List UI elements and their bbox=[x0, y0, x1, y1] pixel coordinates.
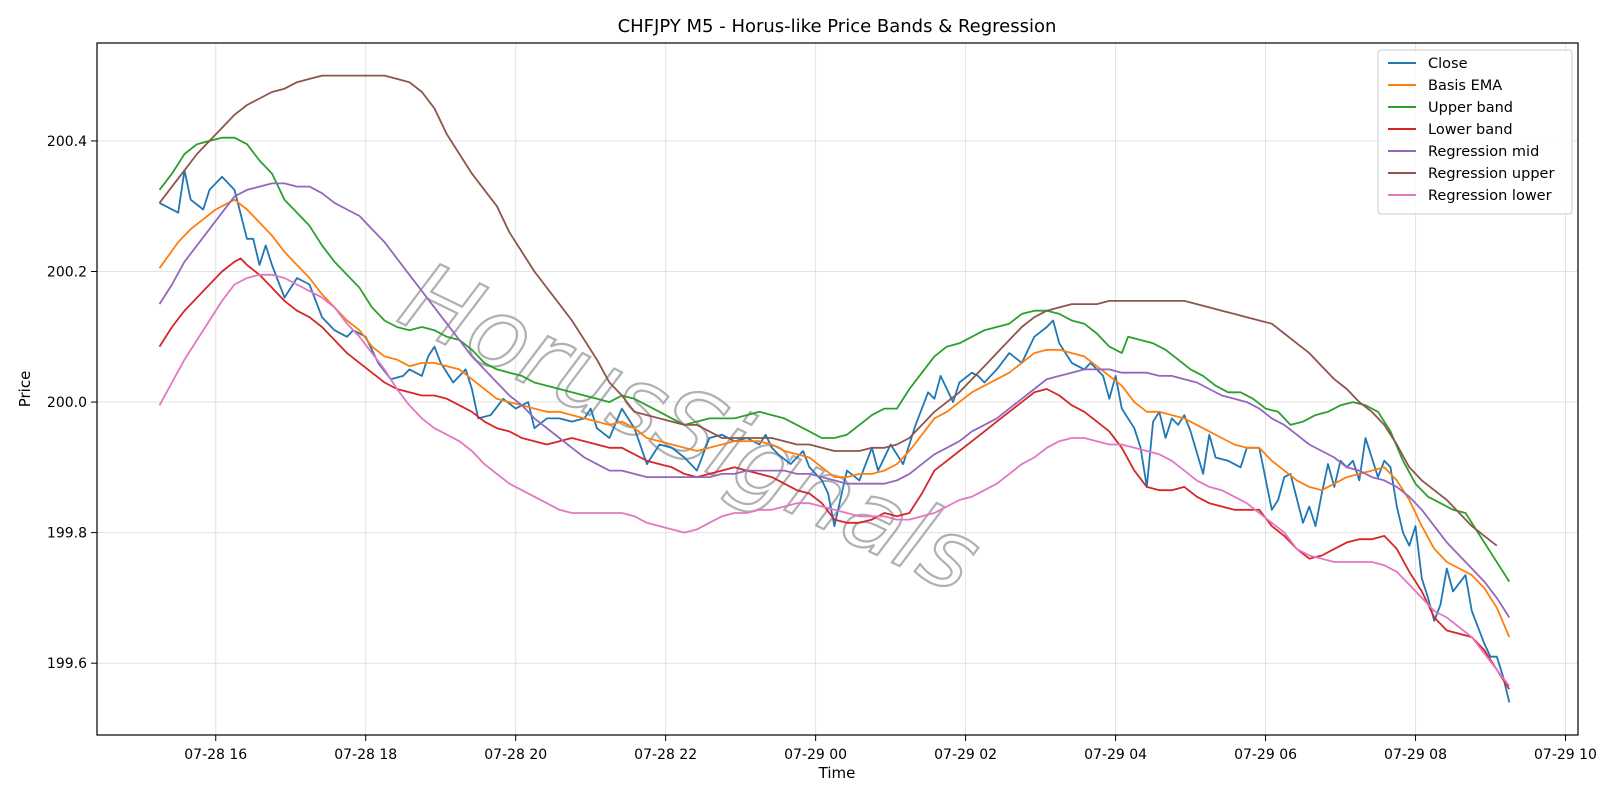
x-tick-label: 07-29 10 bbox=[1534, 747, 1597, 763]
series-lines bbox=[158, 74, 1511, 703]
y-axis-ticks: 199.6 199.8 200.0 200.2 200.4 bbox=[47, 134, 97, 672]
legend-label: Basis EMA bbox=[1428, 78, 1502, 94]
x-tick-label: 07-29 04 bbox=[1084, 747, 1147, 763]
series-line-regression-lower bbox=[158, 273, 1511, 687]
y-tick-label: 199.6 bbox=[47, 656, 87, 672]
y-tick-label: 200.2 bbox=[47, 264, 87, 280]
legend-label: Regression mid bbox=[1428, 144, 1539, 160]
series-line-regression-upper bbox=[158, 74, 1498, 547]
x-tick-label: 07-28 16 bbox=[184, 747, 247, 763]
series-line-upper-band bbox=[158, 136, 1511, 583]
x-axis-ticks: 07-28 16 07-28 18 07-28 20 07-28 22 07-29 00… bbox=[184, 735, 1597, 763]
legend-label: Close bbox=[1428, 56, 1468, 72]
legend-label: Regression lower bbox=[1428, 188, 1552, 204]
x-tick-label: 07-28 20 bbox=[484, 747, 547, 763]
legend-label: Upper band bbox=[1428, 100, 1513, 116]
y-tick-label: 200.0 bbox=[47, 395, 87, 411]
series-line-basis-ema bbox=[158, 198, 1511, 638]
series-line-regression-mid bbox=[158, 182, 1511, 618]
x-tick-label: 07-28 18 bbox=[334, 747, 397, 763]
legend: Close Basis EMA Upper band Lower band Regres… bbox=[1377, 49, 1573, 215]
legend-label: Regression upper bbox=[1428, 166, 1554, 182]
legend-box bbox=[1377, 49, 1573, 215]
x-tick-label: 07-29 06 bbox=[1234, 747, 1297, 763]
x-tick-label: 07-29 08 bbox=[1384, 747, 1447, 763]
chart-title: CHFJPY M5 - Horus-like Price Bands & Reg… bbox=[618, 16, 1057, 37]
legend-label: Lower band bbox=[1428, 122, 1513, 138]
series-line-lower-band bbox=[158, 257, 1511, 690]
y-axis-label: Price bbox=[16, 371, 34, 408]
y-tick-label: 200.4 bbox=[47, 134, 87, 150]
x-axis-label: Time bbox=[818, 764, 856, 782]
series-line-close bbox=[159, 169, 1511, 703]
plot-frame bbox=[96, 42, 1579, 736]
y-tick-label: 199.8 bbox=[47, 526, 87, 542]
x-tick-label: 07-29 02 bbox=[934, 747, 997, 763]
x-tick-label: 07-28 22 bbox=[634, 747, 697, 763]
x-tick-label: 07-29 00 bbox=[784, 747, 847, 763]
